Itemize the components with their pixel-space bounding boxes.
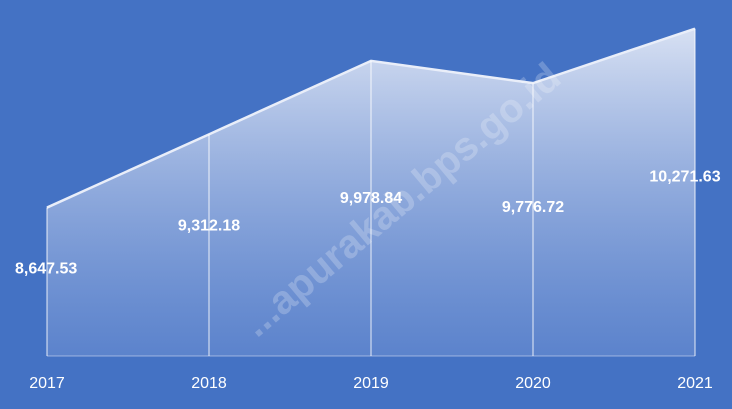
data-label-2018: 9,312.18 bbox=[178, 217, 240, 234]
data-label-2021: 10,271.63 bbox=[649, 169, 720, 186]
data-label-2020: 9,776.72 bbox=[502, 199, 564, 216]
x-tick-label-2020: 2020 bbox=[515, 375, 551, 392]
x-tick-label-2021: 2021 bbox=[677, 375, 713, 392]
x-tick-label-2017: 2017 bbox=[29, 375, 65, 392]
data-label-2019: 9,978.84 bbox=[340, 190, 402, 207]
x-tick-label-2019: 2019 bbox=[353, 375, 389, 392]
data-label-2017: 8,647.53 bbox=[15, 261, 77, 278]
x-tick-label-2018: 2018 bbox=[191, 375, 227, 392]
